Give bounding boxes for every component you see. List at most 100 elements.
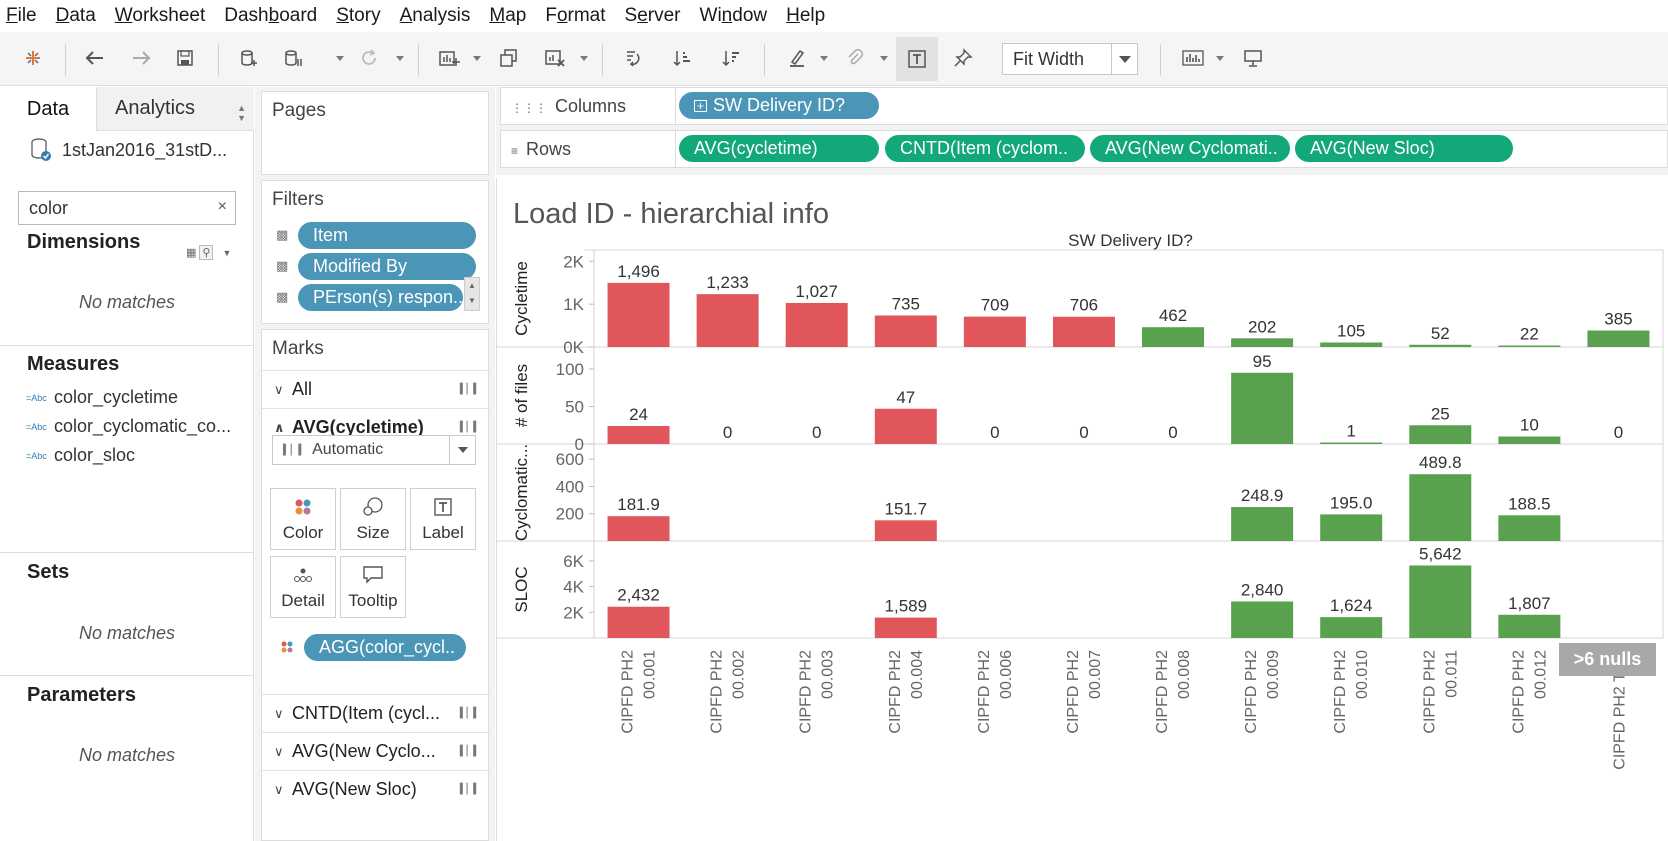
new-worksheet-icon[interactable] [434, 43, 464, 73]
bar [1320, 617, 1383, 638]
show-mark-labels-icon[interactable] [896, 37, 938, 81]
nulls-indicator[interactable]: >6 nulls [1559, 643, 1656, 676]
rows-pill-cycletime[interactable]: AVG(cycletime) [679, 135, 879, 162]
data-label: 0 [723, 423, 732, 442]
menu-data[interactable]: Data [55, 5, 96, 26]
menu-window[interactable]: Window [699, 5, 768, 26]
marks-row-label: AVG(New Sloc) [292, 779, 417, 799]
tab-analytics[interactable]: Analytics ▲ ▼ [96, 87, 254, 131]
bar [1498, 345, 1561, 347]
tooltip-button[interactable]: Tooltip [340, 556, 406, 618]
rows-pill-cyclomatic[interactable]: AVG(New Cyclomati.. [1090, 135, 1290, 162]
menu-format[interactable]: Format [545, 5, 606, 26]
data-label: 0 [1614, 423, 1623, 442]
rows-pill-sloc[interactable]: AVG(New Sloc) [1295, 135, 1513, 162]
tick-label: 50 [565, 398, 584, 417]
new-datasource-icon[interactable] [234, 43, 264, 73]
category-label: 00.012 [1532, 650, 1549, 699]
tick-label: 2K [563, 603, 584, 622]
chevron-down-icon[interactable] [449, 436, 475, 464]
menu-story[interactable]: Story [336, 5, 381, 26]
list-view-icon[interactable]: ▦ [186, 247, 197, 259]
measure-field[interactable]: =Abc color_cycletime [26, 387, 178, 408]
forward-arrow-icon[interactable] [126, 43, 156, 73]
group-paperclip-icon[interactable] [840, 43, 870, 73]
data-label: 181.9 [617, 495, 660, 514]
columns-shelf[interactable]: ⋮⋮⋮ Columns + SW Delivery ID? [500, 87, 1668, 125]
menu-analysis[interactable]: Analysis [399, 5, 471, 26]
columns-pill-sw-delivery[interactable]: + SW Delivery ID? [679, 92, 879, 119]
filter-pill-item[interactable]: Item [298, 222, 476, 249]
tab-expand-icon[interactable]: ▲ ▼ [237, 103, 246, 123]
sort-ascending-icon[interactable] [667, 43, 697, 73]
clear-sheet-icon[interactable] [540, 43, 570, 73]
category-label: CIPFD PH2 [1243, 650, 1260, 734]
filters-scrollbar[interactable]: ▲ ▼ [464, 277, 480, 311]
sort-descending-icon[interactable] [716, 43, 746, 73]
chevron-down-icon[interactable] [1111, 44, 1137, 74]
tooltip-button-label: Tooltip [348, 591, 398, 610]
back-arrow-icon[interactable] [80, 43, 110, 73]
pages-card[interactable]: Pages [261, 91, 489, 175]
dimensions-menu-icon[interactable]: ▼ [222, 247, 232, 258]
data-label: 248.9 [1241, 486, 1284, 505]
menu-map[interactable]: Map [489, 5, 527, 26]
data-label: 202 [1248, 317, 1276, 336]
data-label: 0 [1079, 423, 1088, 442]
menu-help[interactable]: Help [786, 5, 826, 26]
filter-pill-persons[interactable]: PErson(s) respon... [298, 284, 463, 311]
show-me-icon[interactable] [1178, 43, 1208, 73]
label-button[interactable]: Label [410, 488, 476, 550]
swap-rows-columns-icon[interactable] [618, 43, 648, 73]
marks-all-row[interactable]: ∨ All ▍▏▍ [262, 370, 490, 408]
marks-cyclomatic-row[interactable]: ∨ AVG(New Cyclo... ▍▏▍ [262, 732, 490, 770]
dimensions-tools: ▦ ⚲ ▼ [186, 245, 231, 260]
color-field-pill[interactable]: AGG(color_cycl.. [304, 634, 466, 661]
data-label: 709 [981, 296, 1009, 315]
highlight-icon[interactable] [782, 43, 812, 73]
size-button[interactable]: Size [340, 488, 406, 550]
detail-button-label: Detail [281, 591, 325, 610]
data-label: 735 [892, 295, 920, 314]
data-label: 95 [1253, 352, 1272, 371]
marks-sloc-row[interactable]: ∨ AVG(New Sloc) ▍▏▍ [262, 770, 490, 808]
detail-button[interactable]: Detail [270, 556, 336, 618]
marks-cntd-row[interactable]: ∨ CNTD(Item (cycl... ▍▏▍ [262, 694, 490, 732]
menu-file[interactable]: File [6, 5, 37, 26]
duplicate-icon[interactable] [494, 43, 524, 73]
rows-pill-cntd[interactable]: CNTD(Item (cyclom.. [885, 135, 1085, 162]
measure-field[interactable]: =Abc color_cyclomatic_co... [26, 416, 231, 437]
fit-dropdown[interactable]: Fit Width [1002, 43, 1138, 75]
pin-axes-icon[interactable] [948, 43, 978, 73]
clear-search-icon[interactable]: × [217, 198, 227, 215]
pause-updates-icon[interactable] [278, 43, 308, 73]
field-search-input[interactable]: color × [18, 191, 236, 225]
menu-dashboard[interactable]: Dashboard [224, 5, 318, 26]
bar-mark-icon: ▍▏▍ [459, 784, 481, 795]
filters-card[interactable]: Filters ▩ Item ▩ Modified By ▩ PErson(s)… [261, 180, 489, 324]
menu-worksheet[interactable]: Worksheet [114, 5, 206, 26]
mark-type-dropdown[interactable]: ▍▏▍ Automatic [272, 435, 476, 465]
pages-title: Pages [272, 100, 326, 121]
data-label: 489.8 [1419, 453, 1462, 472]
category-label: 00.009 [1265, 650, 1282, 699]
rows-shelf[interactable]: ≡ Rows AVG(cycletime) CNTD(Item (cyclom..… [500, 130, 1668, 168]
tableau-logo-icon[interactable] [18, 43, 48, 73]
marks-cycletime-row[interactable]: ∧ AVG(cycletime) ▍▏▍ [262, 408, 490, 446]
filter-pill-modified-by[interactable]: Modified By [298, 253, 476, 280]
save-icon[interactable] [170, 43, 200, 73]
datasource-item[interactable]: 1stJan2016_31stD... [30, 137, 227, 163]
parameters-title: Parameters [27, 684, 136, 706]
category-label: CIPFD PH2 [887, 650, 904, 734]
category-label: CIPFD PH2 [976, 650, 993, 734]
menu-server[interactable]: Server [624, 5, 681, 26]
data-label: 2,840 [1241, 580, 1284, 599]
search-icon[interactable]: ⚲ [199, 245, 214, 260]
measure-field[interactable]: =Abc color_sloc [26, 445, 135, 466]
presentation-mode-icon[interactable] [1238, 43, 1268, 73]
bar [1498, 614, 1561, 638]
refresh-icon[interactable] [354, 43, 384, 73]
data-label: 195.0 [1330, 493, 1373, 512]
tab-data[interactable]: Data [0, 87, 96, 131]
color-button[interactable]: Color [270, 488, 336, 550]
